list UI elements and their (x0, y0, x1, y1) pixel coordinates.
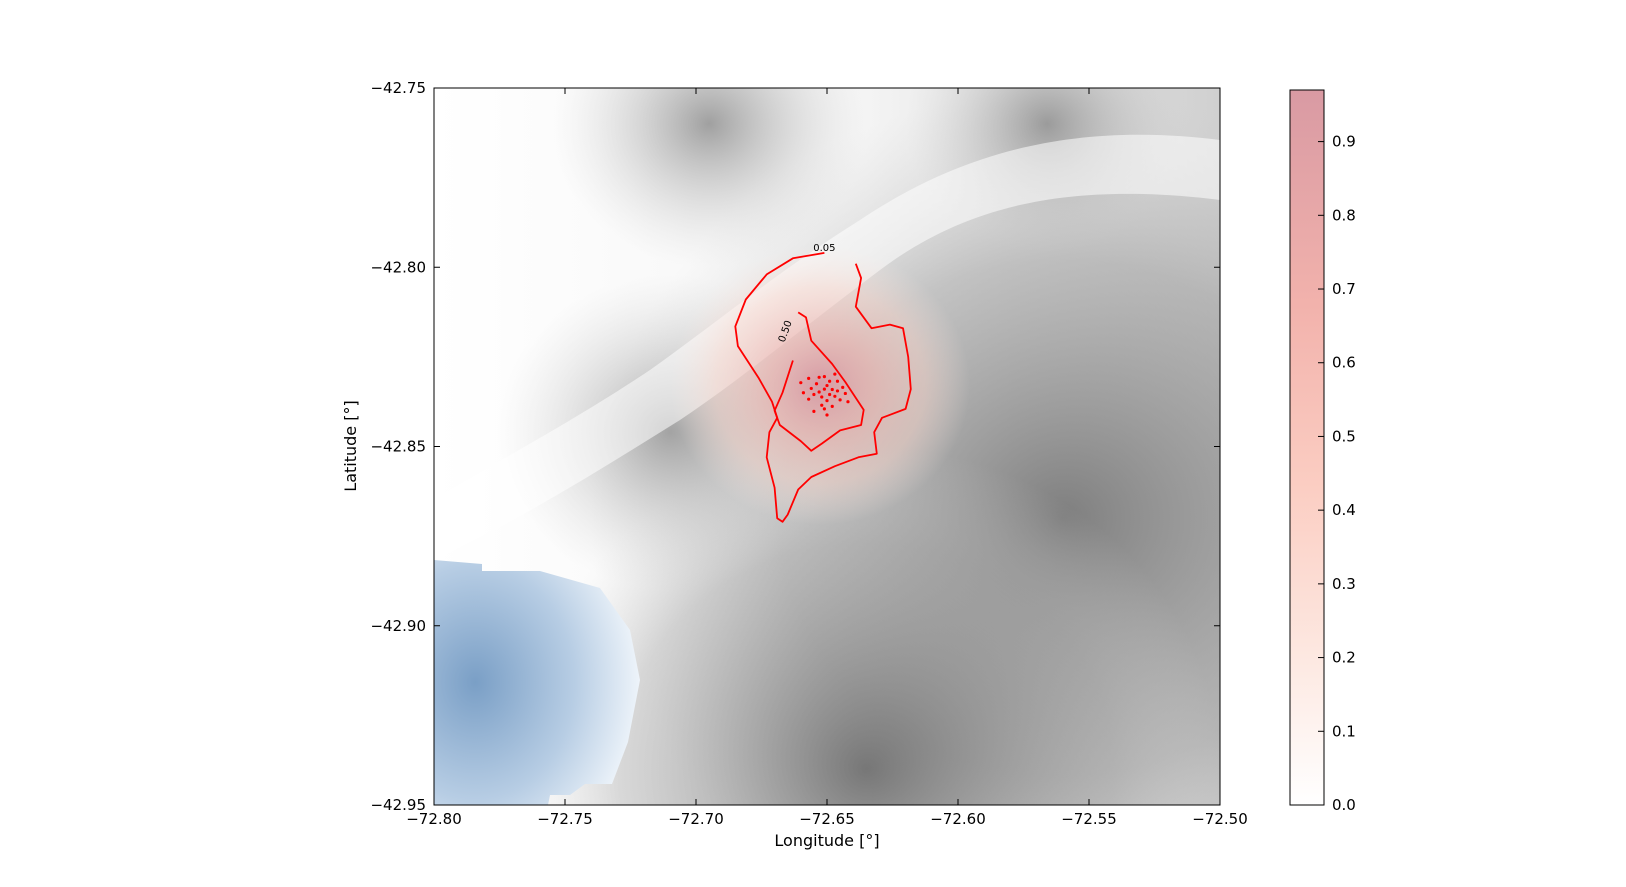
x-tick-label: −72.75 (537, 810, 593, 828)
vent-point (820, 404, 823, 407)
vent-point (807, 377, 810, 380)
vent-point (841, 386, 844, 389)
x-tick-label: −72.60 (930, 810, 986, 828)
vent-point (823, 407, 826, 410)
colorbar-tick-label: 0.3 (1332, 575, 1356, 593)
colorbar-tick-label: 0.2 (1332, 649, 1356, 667)
vent-point (812, 410, 815, 413)
vent-point (825, 384, 828, 387)
vent-point (823, 375, 826, 378)
vent-point (820, 395, 823, 398)
vent-point (836, 389, 839, 392)
x-tick-label: −72.65 (799, 810, 855, 828)
colorbar-tick-label: 0.6 (1332, 354, 1356, 372)
y-tick-label: −42.75 (370, 79, 426, 97)
vent-point (815, 382, 818, 385)
vent-point (839, 398, 842, 401)
colorbar-fill (1290, 90, 1324, 805)
plot-area: 0.050.50 (434, 88, 1220, 805)
vent-point (844, 392, 847, 395)
colorbar-tick-label: 0.9 (1332, 133, 1356, 151)
vent-point (810, 387, 813, 390)
hazard-density (670, 245, 970, 525)
vent-point (833, 395, 836, 398)
contour-label: 0.05 (813, 243, 835, 254)
vent-point (807, 398, 810, 401)
colorbar-tick-label: 0.4 (1332, 501, 1356, 519)
colorbar-tick-label: 0.5 (1332, 427, 1356, 445)
colorbar-tick-label: 0.1 (1332, 722, 1356, 740)
x-axis-label: Longitude [°] (774, 831, 879, 850)
vent-point (831, 405, 834, 408)
y-tick-label: −42.90 (370, 617, 426, 635)
vent-point (828, 393, 831, 396)
colorbar-tick-label: 0.0 (1332, 796, 1356, 814)
vent-point (833, 372, 836, 375)
y-tick-label: −42.80 (370, 258, 426, 276)
vent-point (802, 391, 805, 394)
vent-point (825, 399, 828, 402)
y-axis-label: Latitude [°] (341, 400, 360, 491)
x-tick-label: −72.70 (668, 810, 724, 828)
vent-point (818, 376, 821, 379)
x-tick-label: −72.50 (1192, 810, 1248, 828)
vent-point (836, 380, 839, 383)
vent-point (828, 380, 831, 383)
vent-point (823, 388, 826, 391)
colorbar: 0.0 0.1 0.2 0.3 0.4 0.5 0.6 0.7 0.8 0.9 (1290, 90, 1356, 814)
vent-point (831, 388, 834, 391)
vent-point (846, 400, 849, 403)
vent-point (799, 381, 802, 384)
vent-point (818, 390, 821, 393)
colorbar-tick-label: 0.8 (1332, 206, 1356, 224)
vent-point (825, 413, 828, 416)
x-tick-label: −72.55 (1061, 810, 1117, 828)
vent-point (812, 393, 815, 396)
colorbar-tick-label: 0.7 (1332, 280, 1356, 298)
y-tick-label: −42.85 (370, 438, 426, 456)
y-tick-label: −42.95 (370, 796, 426, 814)
